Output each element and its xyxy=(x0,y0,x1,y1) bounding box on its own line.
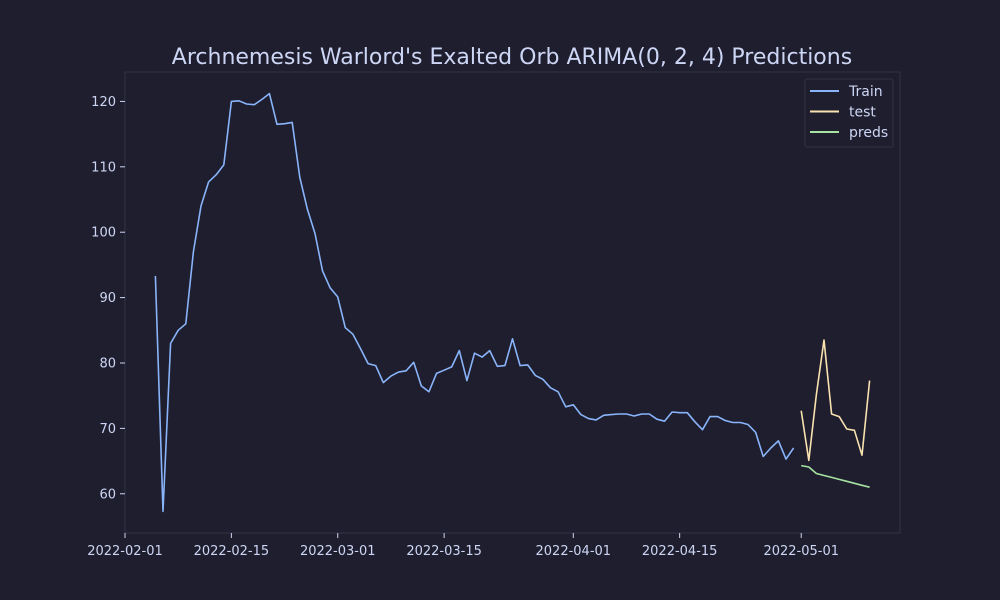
series-line-train xyxy=(154,92,795,513)
plot-area xyxy=(124,71,901,534)
chart-title: Archnemesis Warlord's Exalted Orb ARIMA(… xyxy=(172,45,852,70)
x-axis: 2022-02-01 2022-02-15 2022-03-01 2022-03-15… xyxy=(87,533,839,559)
y-tick-label: 90 xyxy=(99,291,116,306)
y-tick-label: 70 xyxy=(99,422,116,437)
y-tick-label: 110 xyxy=(91,160,116,175)
legend-box xyxy=(804,78,894,148)
series-line-test xyxy=(800,339,871,462)
legend: Train test preds xyxy=(804,78,894,148)
x-tick-label: 2022-04-01 xyxy=(536,544,612,559)
y-tick-label: 120 xyxy=(91,95,116,110)
y-tick-label: 60 xyxy=(99,487,116,502)
x-tick-label: 2022-04-15 xyxy=(642,544,718,559)
series-layer xyxy=(154,92,871,513)
x-tick-label: 2022-02-01 xyxy=(87,544,163,559)
legend-label-preds: preds xyxy=(849,125,888,141)
y-axis: 60 70 80 90 100 110 120 xyxy=(91,95,125,502)
x-tick-label: 2022-05-01 xyxy=(763,544,839,559)
x-tick-label: 2022-02-15 xyxy=(194,544,270,559)
legend-label-train: Train xyxy=(848,84,883,100)
x-tick-label: 2022-03-15 xyxy=(406,544,482,559)
series-line-preds xyxy=(801,464,870,488)
y-tick-label: 80 xyxy=(99,356,116,371)
legend-label-test: test xyxy=(849,105,876,121)
x-tick-label: 2022-03-01 xyxy=(300,544,376,559)
y-tick-label: 100 xyxy=(91,226,116,241)
